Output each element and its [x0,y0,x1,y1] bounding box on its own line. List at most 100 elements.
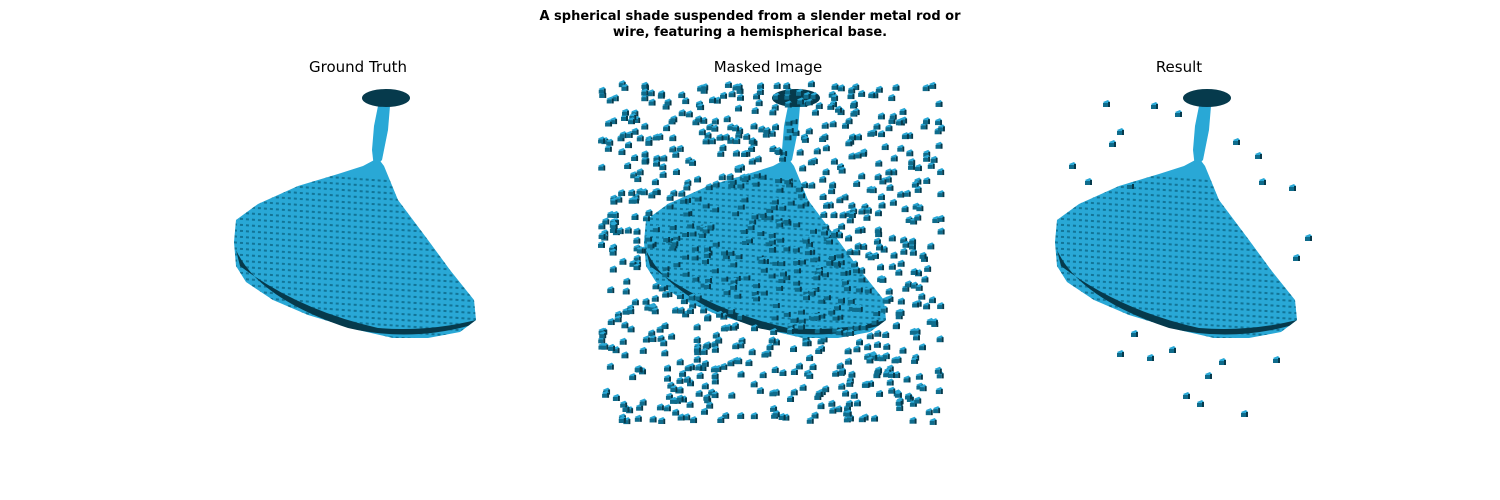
res-voxel-row [1055,271,1297,291]
mask-noise-voxel [853,179,861,187]
panel-result: Result [999,58,1359,438]
mask-noise-voxel [852,108,860,116]
mask-noise-voxel [785,118,793,126]
mask-noise-voxel [937,214,945,222]
mask-noise-voxel [698,128,706,136]
mask-noise-voxel [860,242,868,250]
mask-noise-voxel [924,264,932,272]
mask-noise-voxel [621,321,629,329]
panel-title-result: Result [1155,58,1203,76]
mask-noise-voxel [808,181,816,189]
mask-noise-voxel [751,324,759,332]
mask-noise-voxel [844,347,852,355]
mask-noise-voxel [759,210,767,218]
mask-noise-voxel [802,339,810,347]
mask-noise-voxel [711,345,719,353]
mask-noise-voxel [657,334,665,342]
mask-noise-voxel [791,315,799,323]
mask-noise-voxel [763,126,771,134]
mask-noise-voxel [769,108,777,116]
mask-noise-voxel [753,171,761,179]
mask-noise-voxel [704,282,712,290]
res-noise-voxel [1147,354,1154,361]
mask-noise-voxel [708,137,716,145]
mask-noise-voxel [889,112,897,120]
mask-noise-voxel [672,408,680,416]
mask-noise-voxel [901,205,909,213]
mask-noise-voxel [730,282,738,290]
res-noise-voxel [1169,346,1176,353]
mask-noise-voxel [879,177,887,185]
mask-noise-voxel [815,347,823,355]
mask-noise-voxel [868,91,876,99]
mask-noise-voxel [664,374,672,382]
mask-noise-voxel [723,288,731,296]
mask-noise-voxel [641,81,649,89]
mask-noise-voxel [828,307,836,315]
mask-noise-voxel [760,265,768,273]
mask-noise-voxel [830,211,838,219]
mask-noise-voxel [659,170,667,178]
mask-noise-voxel [598,232,606,240]
mask-noise-voxel [701,359,709,367]
mask-noise-voxel [752,179,760,187]
mask-noise-voxel [737,312,745,320]
mask-noise-voxel [745,359,753,367]
mask-noise-voxel [631,298,639,306]
mask-noise-voxel [750,380,758,388]
mask-noise-voxel [797,307,805,315]
mask-noise-voxel [909,248,917,256]
mask-noise-voxel [609,248,617,256]
mask-noise-voxel [627,325,635,333]
mask-noise-voxel [937,302,945,310]
mask-noise-voxel [790,367,798,375]
mask-noise-voxel [630,171,638,179]
mask-noise-voxel [702,257,710,265]
mask-noise-voxel [666,202,674,210]
mask-noise-voxel [849,133,857,141]
mask-noise-voxel [728,90,736,98]
mask-noise-voxel [897,308,905,316]
mask-noise-voxel [783,216,791,224]
mask-noise-voxel [598,136,606,144]
res-noise-voxel [1305,234,1312,241]
mask-noise-voxel [925,408,933,416]
mask-noise-voxel [734,104,742,112]
mask-noise-voxel [647,89,655,97]
mask-noise-voxel [937,124,945,132]
mask-noise-voxel [759,172,767,180]
gt-shade-rim [236,250,476,335]
mask-noise-voxel [918,343,926,351]
mask-noise-voxel [842,389,850,397]
mask-noise-voxel [819,175,827,183]
mask-noise-voxel [735,357,743,365]
mask-noise-voxel [695,363,703,371]
mask-noise-voxel [748,144,756,152]
mask-noise-voxel [625,141,633,149]
mask-noise-voxel [875,159,883,167]
mask-noise-voxel [730,277,738,285]
mask-noise-voxel [837,295,845,303]
mask-noise-voxel [636,134,644,142]
mask-noise-voxel [797,97,805,105]
mask-noise-voxel [703,393,711,401]
mask-noise-voxel [864,343,872,351]
res-noise-voxel [1289,184,1296,191]
mask-noise-voxel [809,363,817,371]
mask-noise-voxel [704,313,712,321]
res-voxel-row [1055,265,1297,285]
mask-noise-voxel [829,181,837,189]
mask-noise-voxel [695,115,703,123]
mask-noise-voxel [836,362,844,370]
mask-noise-voxel [660,154,668,162]
mask-noise-voxel [814,326,822,334]
mask-noise-voxel [633,227,641,235]
mask-noise-voxel [609,265,617,273]
mask-noise-voxel [820,335,828,343]
mask-noise-voxel [822,223,830,231]
mask-noise-voxel [741,149,749,157]
mask-noise-voxel [772,410,780,418]
mask-noise-voxel [854,151,862,159]
mask-noise-voxel [892,83,900,91]
mask-noise-voxel [748,348,756,356]
